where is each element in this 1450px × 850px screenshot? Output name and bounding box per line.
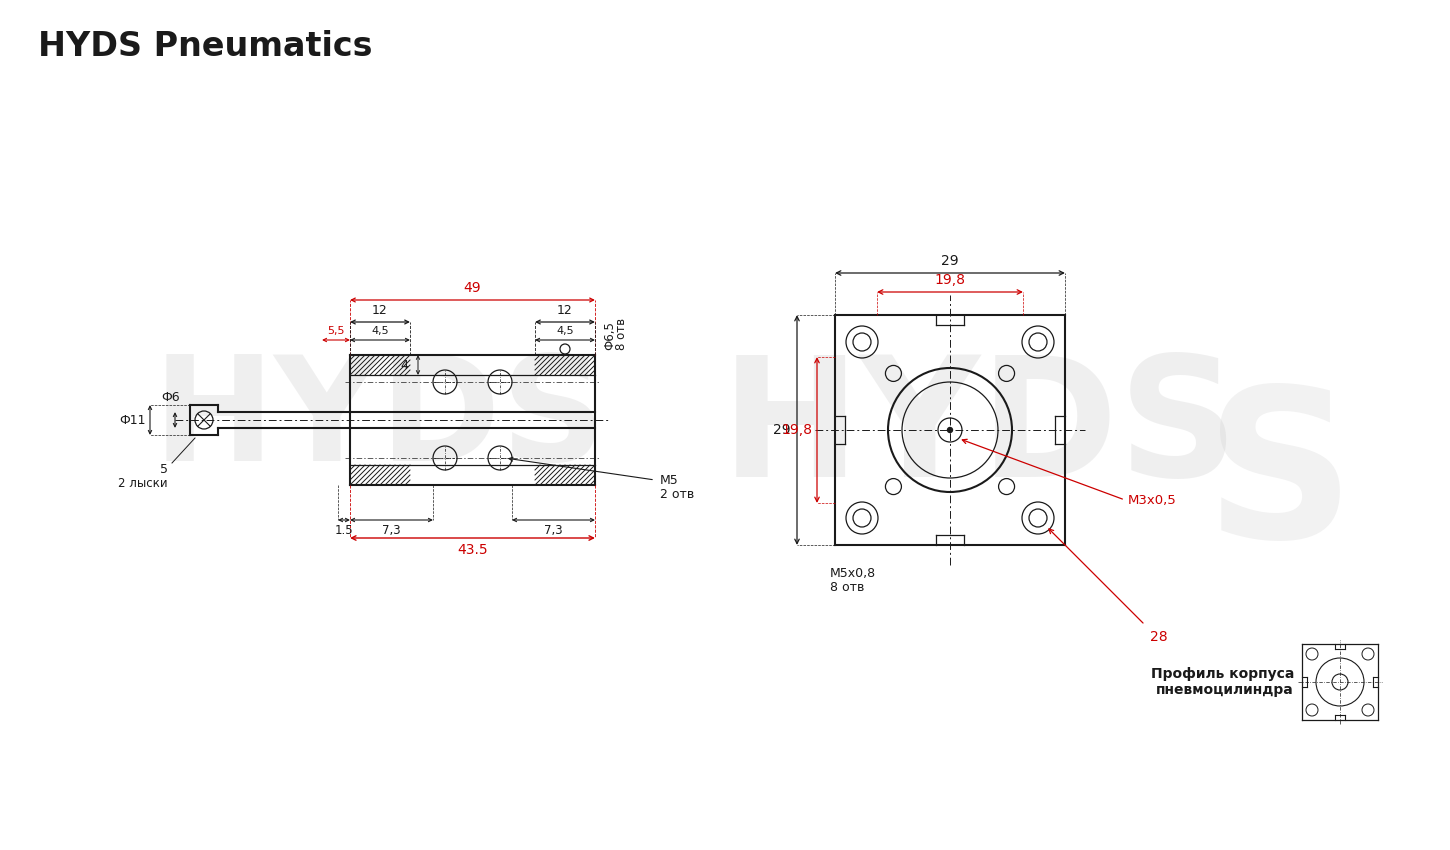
Text: Ф6: Ф6 [162, 391, 180, 404]
Text: Профиль корпуса: Профиль корпуса [1151, 667, 1293, 681]
Text: 28: 28 [1150, 630, 1167, 644]
Text: HYDS Pneumatics: HYDS Pneumatics [38, 30, 373, 63]
Text: 5: 5 [160, 463, 168, 476]
Text: 29: 29 [773, 423, 792, 437]
Text: 12: 12 [557, 304, 573, 317]
Text: пневмоцилиндра: пневмоцилиндра [1156, 683, 1293, 697]
Text: 19,8: 19,8 [934, 273, 966, 287]
Text: 12: 12 [373, 304, 387, 317]
Text: 4: 4 [400, 359, 407, 371]
Text: 29: 29 [941, 254, 958, 268]
Text: S: S [1205, 379, 1356, 581]
Text: Ф6,5: Ф6,5 [603, 321, 616, 350]
Text: HYDS: HYDS [721, 348, 1240, 512]
Text: HYDS: HYDS [154, 349, 608, 490]
Text: 5,5: 5,5 [328, 326, 345, 336]
Text: 7,3: 7,3 [544, 524, 563, 537]
Text: 1.5: 1.5 [335, 524, 354, 537]
Text: 8 отв: 8 отв [615, 318, 628, 350]
Text: 4,5: 4,5 [371, 326, 389, 336]
Text: 49: 49 [464, 281, 481, 295]
Text: 19,8: 19,8 [782, 423, 812, 437]
Text: 7,3: 7,3 [383, 524, 400, 537]
Text: 4,5: 4,5 [557, 326, 574, 336]
Text: М5х0,8: М5х0,8 [829, 567, 876, 580]
Circle shape [947, 428, 953, 433]
Text: 8 отв: 8 отв [829, 581, 864, 594]
Text: М3х0,5: М3х0,5 [1128, 494, 1177, 507]
Text: 2 лыски: 2 лыски [119, 477, 168, 490]
Text: М5: М5 [660, 473, 679, 486]
Text: Ф11: Ф11 [119, 413, 146, 427]
Text: 43.5: 43.5 [457, 543, 487, 557]
Text: 2 отв: 2 отв [660, 488, 695, 501]
